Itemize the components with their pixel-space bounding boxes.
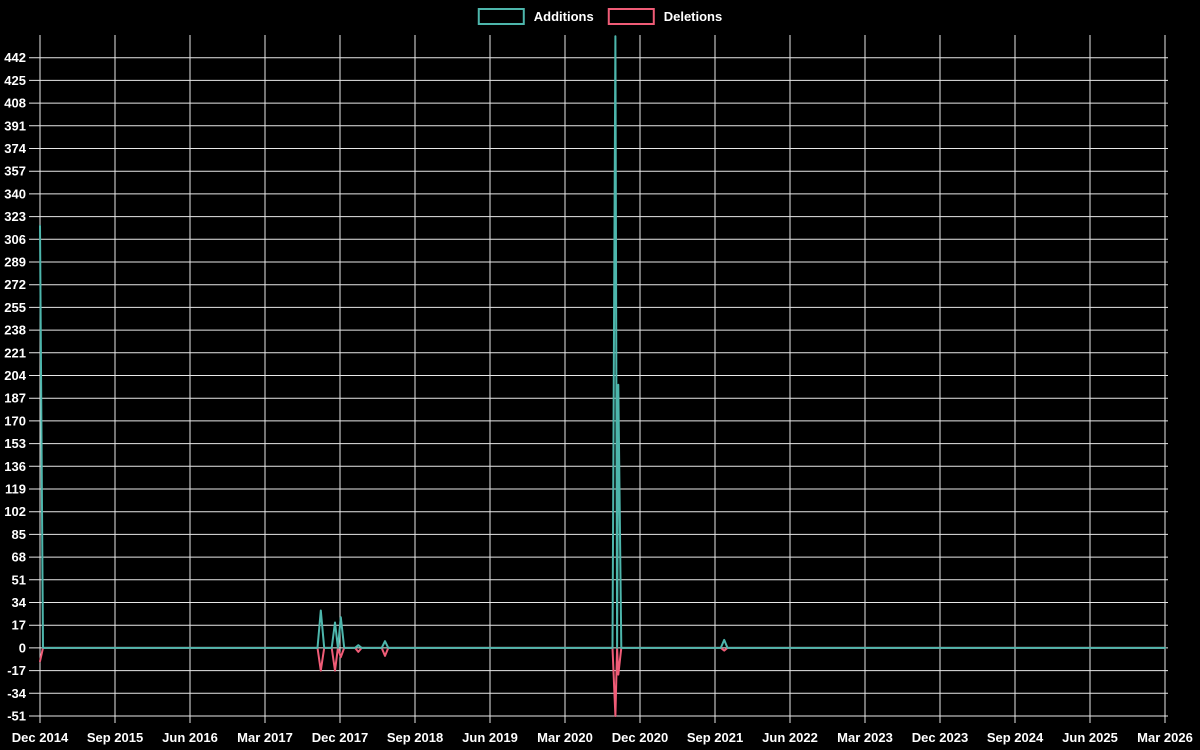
y-tick-label: 442 bbox=[4, 50, 26, 65]
y-tick-label: 0 bbox=[19, 640, 26, 655]
x-tick-label: Dec 2023 bbox=[912, 730, 968, 745]
y-tick-label: 340 bbox=[4, 186, 26, 201]
x-tick-label: Jun 2025 bbox=[1062, 730, 1118, 745]
y-tick-label: 119 bbox=[5, 482, 26, 497]
y-tick-label: 425 bbox=[4, 73, 26, 88]
y-tick-label: 272 bbox=[4, 277, 26, 292]
deletions-line bbox=[39, 646, 1166, 717]
additions-swatch-icon bbox=[477, 8, 525, 25]
y-tick-label: 238 bbox=[4, 323, 26, 338]
additions-line bbox=[39, 35, 1166, 649]
x-tick-label: Jun 2019 bbox=[462, 730, 518, 745]
x-tick-label: Sep 2024 bbox=[987, 730, 1044, 745]
x-tick-label: Dec 2014 bbox=[12, 730, 69, 745]
y-tick-label: 17 bbox=[12, 618, 26, 633]
x-tick-label: Jun 2022 bbox=[762, 730, 818, 745]
y-tick-label: 323 bbox=[4, 209, 26, 224]
y-tick-label: -51 bbox=[7, 709, 26, 724]
x-tick-label: Sep 2015 bbox=[87, 730, 143, 745]
y-tick-label: 153 bbox=[4, 436, 26, 451]
y-tick-label: 187 bbox=[4, 391, 26, 406]
y-tick-label: 391 bbox=[4, 118, 26, 133]
y-tick-label: 34 bbox=[12, 595, 27, 610]
additions-legend-label: Additions bbox=[533, 9, 594, 24]
x-tick-label: Mar 2020 bbox=[537, 730, 593, 745]
y-tick-label: 51 bbox=[12, 572, 26, 587]
y-tick-label: -34 bbox=[7, 686, 27, 701]
x-tick-label: Dec 2020 bbox=[612, 730, 668, 745]
x-tick-label: Sep 2021 bbox=[687, 730, 743, 745]
y-tick-label: 374 bbox=[4, 141, 26, 156]
y-tick-label: 255 bbox=[4, 300, 26, 315]
y-tick-label: 102 bbox=[4, 504, 26, 519]
y-tick-label: 68 bbox=[12, 550, 26, 565]
y-tick-label: 170 bbox=[4, 413, 26, 428]
x-tick-label: Mar 2023 bbox=[837, 730, 893, 745]
x-tick-label: Mar 2026 bbox=[1137, 730, 1193, 745]
x-tick-label: Sep 2018 bbox=[387, 730, 443, 745]
x-tick-label: Jun 2016 bbox=[162, 730, 218, 745]
y-tick-label: 204 bbox=[4, 368, 26, 383]
y-tick-label: 408 bbox=[4, 96, 26, 111]
y-tick-label: 357 bbox=[4, 164, 26, 179]
y-tick-label: 289 bbox=[4, 255, 26, 270]
y-tick-label: -17 bbox=[7, 663, 26, 678]
x-tick-label: Mar 2017 bbox=[237, 730, 293, 745]
y-tick-label: 221 bbox=[4, 345, 26, 360]
y-tick-label: 306 bbox=[4, 232, 26, 247]
y-tick-label: 136 bbox=[4, 459, 26, 474]
legend-item-deletions[interactable]: Deletions bbox=[607, 8, 723, 25]
deletions-legend-label: Deletions bbox=[663, 9, 723, 24]
chart-legend: Additions Deletions bbox=[477, 8, 723, 25]
legend-item-additions[interactable]: Additions bbox=[477, 8, 594, 25]
deletions-swatch-icon bbox=[607, 8, 655, 25]
x-tick-label: Dec 2017 bbox=[312, 730, 368, 745]
y-tick-label: 85 bbox=[12, 527, 26, 542]
